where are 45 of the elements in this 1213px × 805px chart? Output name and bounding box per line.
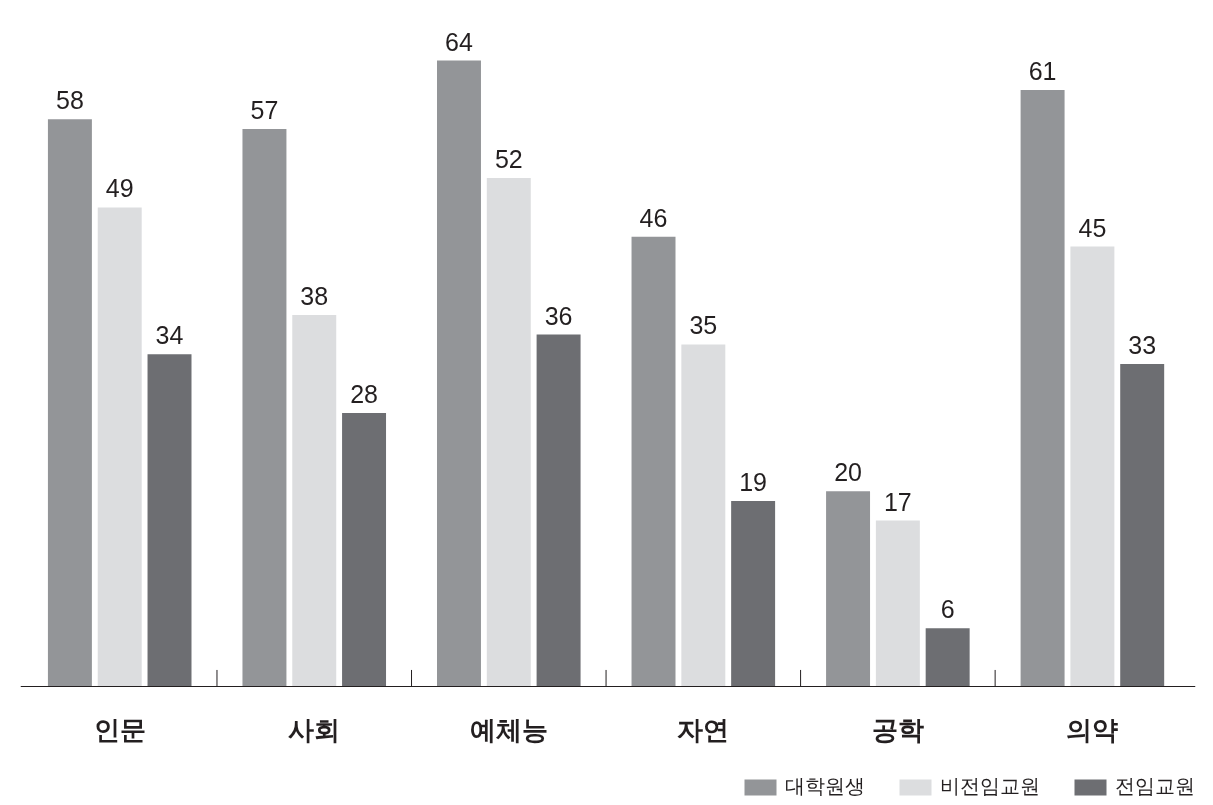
data-label: 35	[689, 311, 718, 340]
data-label: 28	[350, 379, 378, 408]
data-label: 57	[250, 96, 279, 125]
data-label: 52	[494, 145, 523, 174]
bar	[875, 520, 920, 687]
x-tick-label: 예체능	[469, 714, 548, 745]
legend-label: 비전임교원	[940, 774, 1040, 799]
data-label: 20	[834, 458, 862, 487]
bar	[47, 119, 92, 687]
bar	[925, 628, 970, 687]
data-label: 49	[105, 174, 134, 203]
data-label: 6	[940, 595, 955, 624]
bar	[486, 178, 531, 687]
bar	[826, 491, 871, 687]
data-label: 64	[445, 27, 473, 56]
data-label: 36	[544, 301, 573, 330]
data-label: 17	[883, 487, 912, 516]
bar	[631, 236, 676, 687]
data-label: 38	[300, 282, 329, 311]
bar	[97, 207, 142, 687]
bar	[437, 60, 481, 687]
x-tick-label: 인문	[93, 714, 146, 745]
bar	[536, 334, 581, 687]
legend-label: 대학원생	[785, 774, 865, 799]
bar	[1020, 89, 1065, 687]
bar	[242, 129, 287, 687]
data-label: 45	[1078, 213, 1107, 242]
bar	[681, 344, 726, 687]
bar	[1070, 246, 1115, 687]
data-label: 58	[56, 86, 84, 115]
bar	[1120, 363, 1165, 687]
x-tick-label: 자연	[677, 714, 730, 745]
data-label: 46	[639, 203, 668, 232]
bar	[342, 412, 387, 687]
bar	[292, 315, 337, 687]
x-tick-label: 사회	[288, 714, 341, 745]
x-tick-label: 공학	[871, 714, 924, 745]
x-tick-label: 의약	[1066, 714, 1119, 745]
legend-label: 전임교원	[1115, 774, 1195, 799]
bar	[147, 354, 192, 687]
bar	[731, 500, 776, 687]
data-label: 61	[1028, 56, 1057, 85]
data-label: 33	[1128, 330, 1157, 359]
data-label: 34	[155, 321, 184, 350]
data-label: 19	[739, 467, 768, 496]
